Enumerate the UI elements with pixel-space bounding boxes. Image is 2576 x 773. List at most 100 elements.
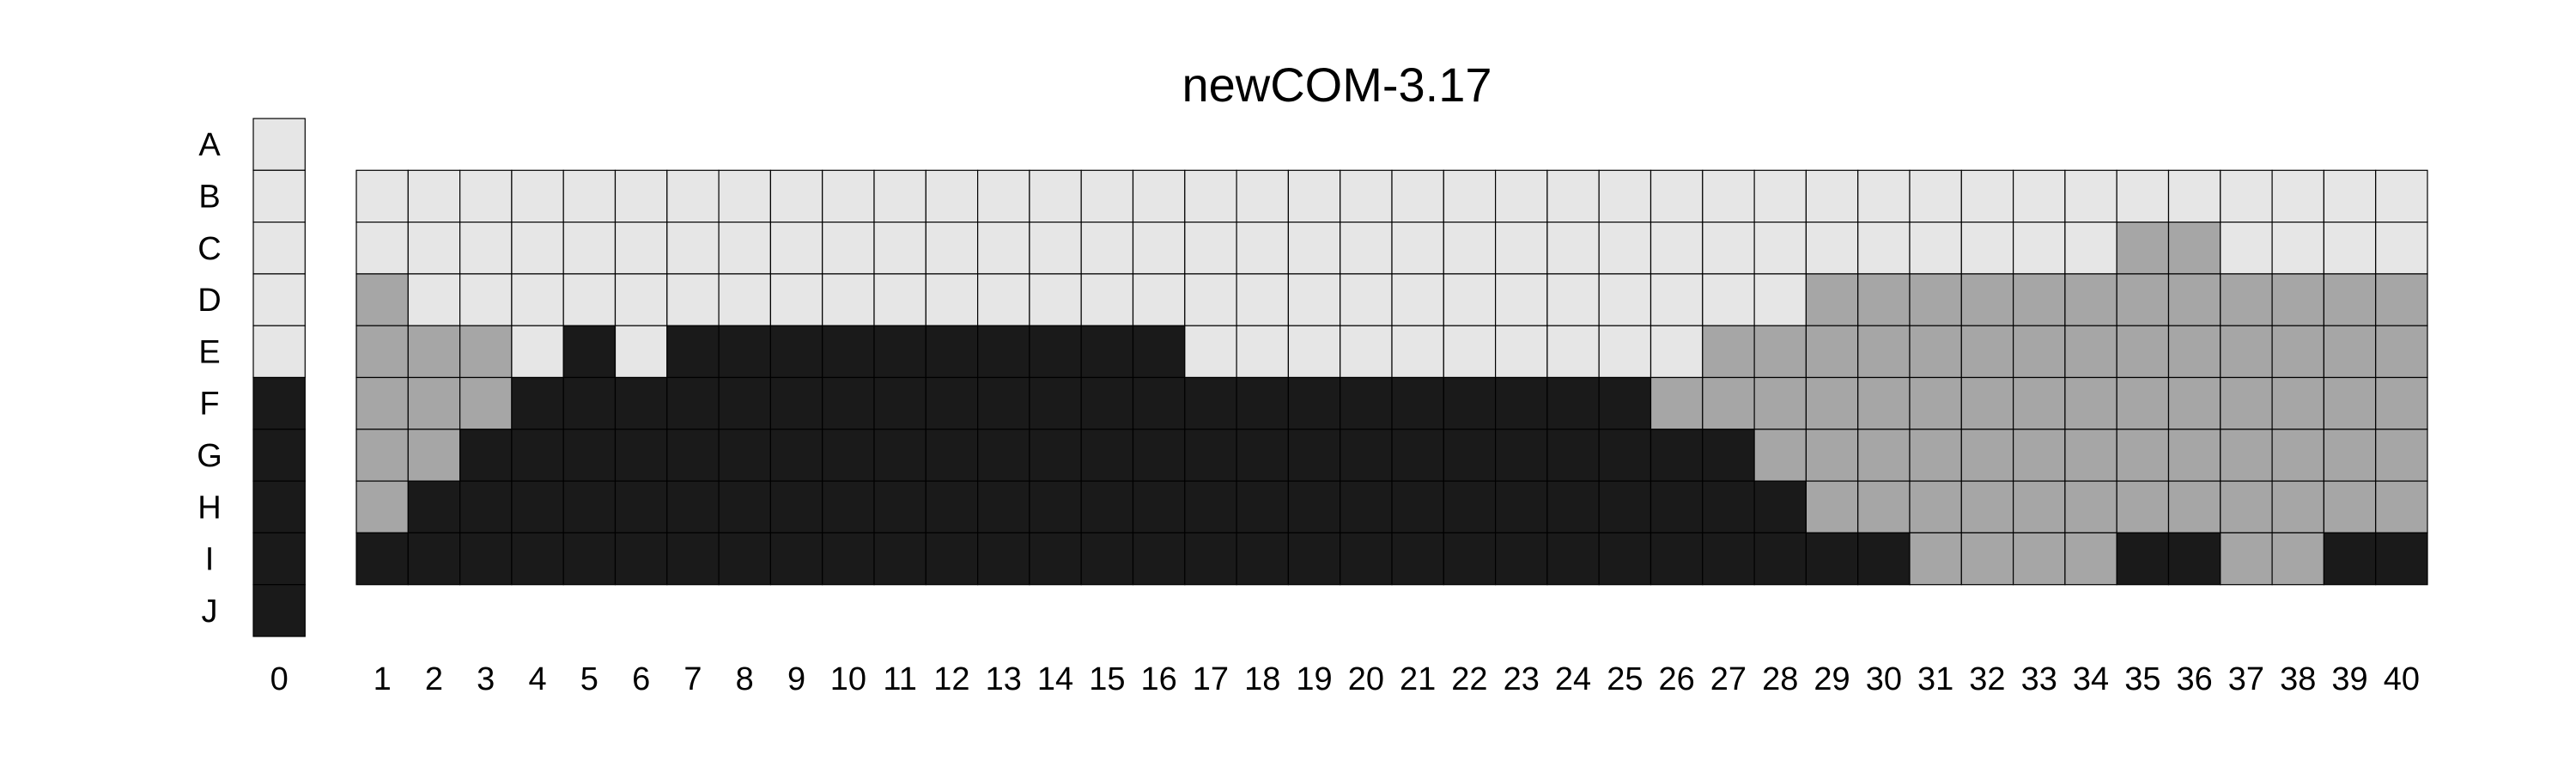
cell-e-21 <box>1391 325 1444 379</box>
cell-h-8 <box>718 480 771 533</box>
cell-b-7 <box>666 169 720 223</box>
col-label-26: 26 <box>1659 661 1695 697</box>
col-label-2: 2 <box>425 661 443 697</box>
cell-h-4 <box>511 480 564 533</box>
cell-e-1 <box>355 325 409 379</box>
cell-b-18 <box>1236 169 1289 223</box>
cell-i-18 <box>1236 532 1289 586</box>
cell-h-10 <box>822 480 875 533</box>
cell-g-7 <box>666 429 720 482</box>
row-label-b: B <box>198 179 220 215</box>
cell-i-32 <box>1960 532 2014 586</box>
ref-cell-j <box>252 584 306 637</box>
cell-g-36 <box>2167 429 2221 482</box>
cell-g-12 <box>925 429 979 482</box>
cell-h-9 <box>769 480 823 533</box>
cell-i-15 <box>1080 532 1134 586</box>
cell-d-23 <box>1494 273 1548 326</box>
cell-g-20 <box>1340 429 1393 482</box>
cell-h-17 <box>1184 480 1237 533</box>
cell-e-24 <box>1546 325 1600 379</box>
cell-b-9 <box>769 169 823 223</box>
row-label-c: C <box>197 231 221 267</box>
cell-d-25 <box>1598 273 1652 326</box>
cell-i-26 <box>1649 532 1704 586</box>
cell-b-22 <box>1443 169 1497 223</box>
cell-g-19 <box>1287 429 1341 482</box>
cell-h-32 <box>1960 480 2014 533</box>
cell-g-6 <box>614 429 668 482</box>
cell-f-36 <box>2167 376 2221 430</box>
cell-h-3 <box>459 480 513 533</box>
cell-f-31 <box>1909 376 1962 430</box>
cell-b-23 <box>1494 169 1548 223</box>
cell-f-3 <box>459 376 513 430</box>
cell-e-3 <box>459 325 513 379</box>
cell-e-17 <box>1184 325 1237 379</box>
cell-d-18 <box>1236 273 1289 326</box>
cell-i-5 <box>562 532 617 586</box>
cell-i-7 <box>666 532 720 586</box>
cell-d-14 <box>1029 273 1082 326</box>
cell-i-33 <box>2013 532 2066 586</box>
cell-i-38 <box>2271 532 2325 586</box>
cell-c-27 <box>1702 222 1755 275</box>
cell-c-35 <box>2116 222 2170 275</box>
cell-b-11 <box>873 169 927 223</box>
ref-cell-f <box>252 376 306 430</box>
row-label-e: E <box>198 334 220 370</box>
col-label-10: 10 <box>830 661 866 697</box>
cell-c-31 <box>1909 222 1962 275</box>
cell-h-19 <box>1287 480 1341 533</box>
cell-b-34 <box>2064 169 2117 223</box>
cell-b-8 <box>718 169 771 223</box>
cell-e-6 <box>614 325 668 379</box>
cell-e-8 <box>718 325 771 379</box>
cell-h-7 <box>666 480 720 533</box>
cell-c-32 <box>1960 222 2014 275</box>
cell-f-25 <box>1598 376 1652 430</box>
cell-b-24 <box>1546 169 1600 223</box>
col-label-18: 18 <box>1244 661 1280 697</box>
ref-cell-d <box>252 273 306 326</box>
cell-d-16 <box>1132 273 1186 326</box>
cell-i-20 <box>1340 532 1393 586</box>
cell-b-6 <box>614 169 668 223</box>
cell-d-29 <box>1805 273 1859 326</box>
col-label-31: 31 <box>1917 661 1953 697</box>
cell-c-16 <box>1132 222 1186 275</box>
cell-g-15 <box>1080 429 1134 482</box>
cell-c-28 <box>1753 222 1807 275</box>
cell-e-15 <box>1080 325 1134 379</box>
cell-d-15 <box>1080 273 1134 326</box>
cell-c-4 <box>511 222 564 275</box>
reference-column <box>252 118 306 637</box>
cell-g-32 <box>1960 429 2014 482</box>
cell-g-9 <box>769 429 823 482</box>
cell-d-40 <box>2375 273 2428 326</box>
cell-e-19 <box>1287 325 1341 379</box>
cell-g-40 <box>2375 429 2428 482</box>
col-label-24: 24 <box>1555 661 1591 697</box>
cell-f-10 <box>822 376 875 430</box>
col-label-21: 21 <box>1400 661 1436 697</box>
cell-f-4 <box>511 376 564 430</box>
cell-c-26 <box>1649 222 1704 275</box>
cell-c-10 <box>822 222 875 275</box>
row-label-h: H <box>197 490 221 526</box>
cell-f-2 <box>407 376 461 430</box>
cell-g-4 <box>511 429 564 482</box>
cell-f-21 <box>1391 376 1444 430</box>
cell-c-12 <box>925 222 979 275</box>
cell-b-39 <box>2323 169 2377 223</box>
cell-d-10 <box>822 273 875 326</box>
cell-i-9 <box>769 532 823 586</box>
cell-b-25 <box>1598 169 1652 223</box>
cell-g-30 <box>1857 429 1911 482</box>
cell-e-31 <box>1909 325 1962 379</box>
cell-b-1 <box>355 169 409 223</box>
col-label-35: 35 <box>2124 661 2160 697</box>
cell-b-37 <box>2220 169 2273 223</box>
cell-f-33 <box>2013 376 2066 430</box>
cell-i-27 <box>1702 532 1755 586</box>
